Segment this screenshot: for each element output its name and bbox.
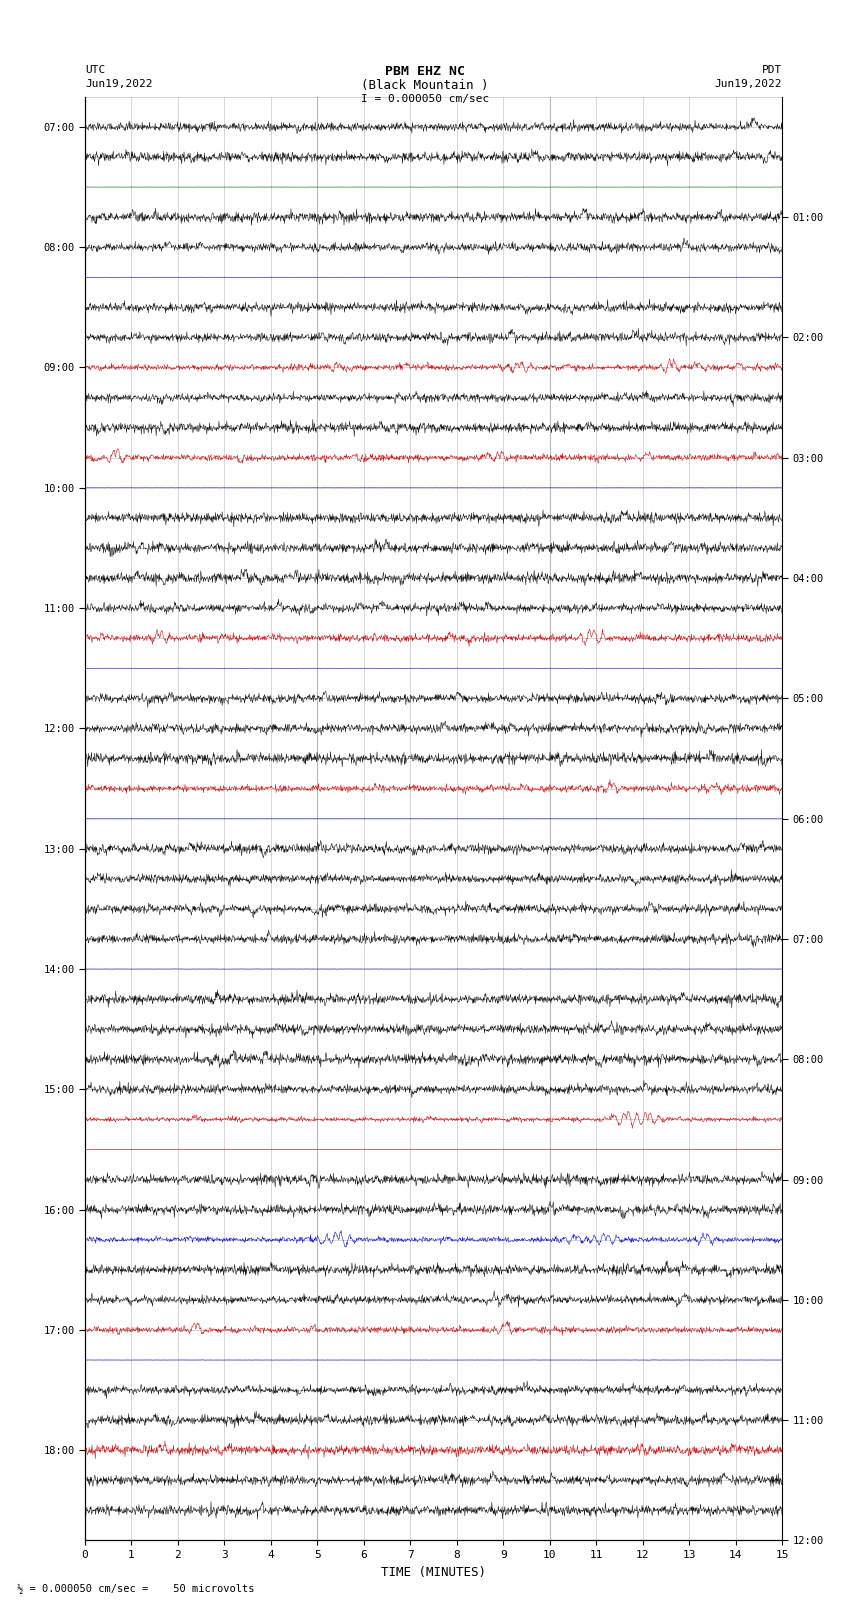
Text: UTC: UTC — [85, 65, 105, 74]
Text: PBM EHZ NC: PBM EHZ NC — [385, 65, 465, 77]
Text: ½ = 0.000050 cm/sec =    50 microvolts: ½ = 0.000050 cm/sec = 50 microvolts — [17, 1584, 254, 1594]
Text: I = 0.000050 cm/sec: I = 0.000050 cm/sec — [361, 94, 489, 103]
Text: (Black Mountain ): (Black Mountain ) — [361, 79, 489, 92]
Text: PDT: PDT — [762, 65, 782, 74]
Text: Jun19,2022: Jun19,2022 — [715, 79, 782, 89]
X-axis label: TIME (MINUTES): TIME (MINUTES) — [381, 1566, 486, 1579]
Text: Jun19,2022: Jun19,2022 — [85, 79, 152, 89]
